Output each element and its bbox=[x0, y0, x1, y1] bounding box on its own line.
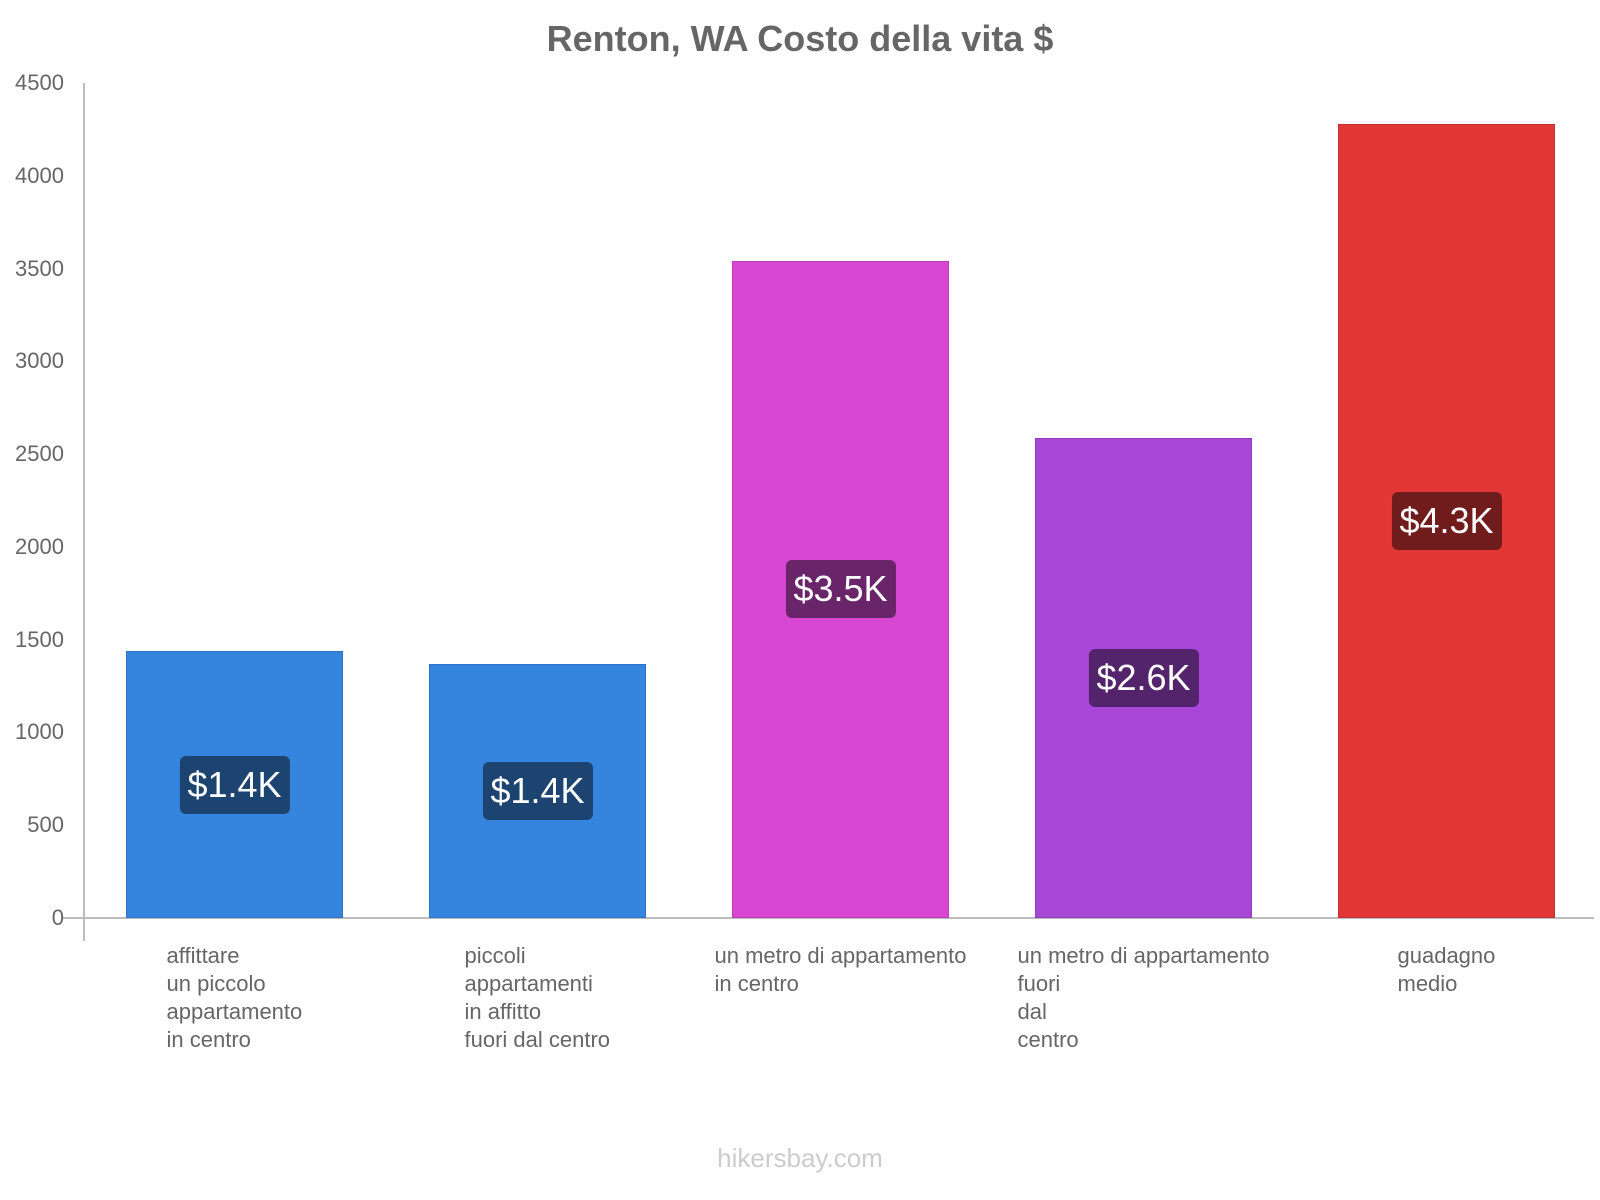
bar-value-label: $1.4K bbox=[482, 762, 593, 821]
bar-value-label: $4.3K bbox=[1391, 491, 1502, 550]
bar-value-label: $1.4K bbox=[179, 755, 290, 814]
chart-title: Renton, WA Costo della vita $ bbox=[546, 18, 1054, 59]
y-tick-label: 2000 bbox=[15, 533, 64, 559]
bar-value-label: $2.6K bbox=[1088, 648, 1199, 707]
x-category-label: un metro di appartamento fuori dal centr… bbox=[1017, 943, 1270, 1052]
y-tick-label: 4000 bbox=[15, 162, 64, 188]
y-tick-label: 3500 bbox=[15, 255, 64, 281]
bar-value-label: $3.5K bbox=[785, 560, 896, 619]
y-tick-label: 1000 bbox=[15, 719, 64, 745]
y-tick-label: 500 bbox=[27, 812, 64, 838]
x-category-label: piccoli appartamenti in affitto fuori da… bbox=[464, 943, 611, 1052]
watermark: hikersbay.com bbox=[717, 1143, 883, 1173]
x-axis-line bbox=[62, 917, 1594, 919]
y-tick-mark bbox=[66, 918, 84, 919]
bar[interactable] bbox=[1338, 123, 1555, 918]
y-axis-line bbox=[83, 83, 85, 941]
y-tick-label: 3000 bbox=[15, 348, 64, 374]
y-tick-label: 1500 bbox=[15, 626, 64, 652]
x-category-label: un metro di appartamento in centro bbox=[714, 943, 967, 996]
y-tick-label: 4500 bbox=[15, 70, 64, 95]
y-tick-label: 0 bbox=[51, 905, 64, 930]
x-category-label: affittare un piccolo appartamento in cen… bbox=[166, 943, 303, 1052]
x-category-label: guadagno medio bbox=[1397, 943, 1496, 996]
y-tick-label: 2500 bbox=[15, 441, 64, 467]
